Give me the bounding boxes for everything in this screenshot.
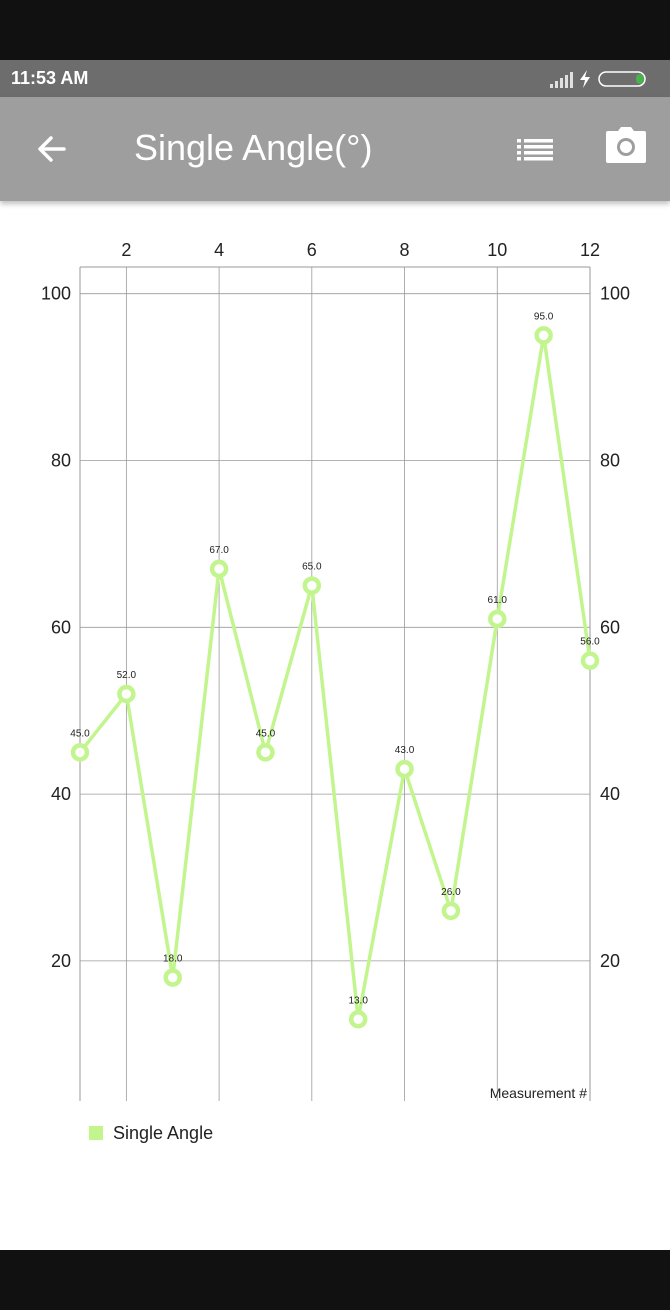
data-point [302,576,322,595]
data-label: 67.0 [209,545,229,556]
data-point [163,968,182,987]
y-tick-label-left: 60 [51,617,71,637]
y-tick-label-left: 40 [51,784,71,804]
y-tick-label-right: 60 [600,617,620,637]
x-tick-label: 2 [121,240,131,260]
list-icon[interactable] [517,137,555,161]
arrow-left-icon[interactable] [36,133,68,165]
x-tick-label: 12 [580,240,600,260]
top-system-area [0,0,670,60]
x-tick-label: 6 [307,240,317,260]
data-point [580,651,600,670]
data-label: 43.0 [395,745,415,756]
y-tick-label-left: 80 [51,450,71,470]
signal-icon [550,72,573,88]
chart-area: 2 4 6 8 10 12 100 100 80 80 60 60 40 40 20 20 Measuremen… [0,205,670,1250]
x-tick-label: 10 [487,240,507,260]
legend-swatch [89,1126,103,1140]
data-label: 56.0 [580,637,600,648]
data-label: 45.0 [70,728,90,739]
data-point [348,1010,368,1029]
data-label: 95.0 [534,311,554,322]
data-label: 26.0 [441,887,461,898]
x-tick-label: 8 [400,240,410,260]
data-point [534,326,553,345]
y-tick-label-right: 100 [600,284,630,304]
data-label: 13.0 [348,995,368,1006]
data-point [441,901,461,921]
battery-icon [598,71,646,87]
y-tick-label-right: 40 [600,784,620,804]
x-axis-title: Measurement # [490,1085,587,1101]
app-bar: Single Angle(°) [0,97,670,201]
charging-icon [580,70,590,88]
series-line [78,333,592,1022]
line-chart: 2 4 6 8 10 12 100 100 80 80 60 60 40 40 20 20 Measuremen… [41,240,630,1101]
data-label: 61.0 [488,595,508,606]
data-point [488,609,507,629]
chart-legend: Single Angle [89,1122,213,1144]
data-point [117,684,136,704]
y-tick-label-right: 20 [600,951,620,971]
data-point [70,743,90,762]
y-tick-label-left: 20 [51,951,71,971]
x-tick-label: 4 [214,240,224,260]
status-bar: 11:53 AM [0,60,670,97]
legend-label: Single Angle [113,1122,214,1143]
data-point [256,743,275,762]
data-label: 18.0 [163,954,183,965]
camera-icon[interactable] [605,127,647,165]
data-label: 65.0 [302,562,322,573]
data-label: 52.0 [117,670,137,681]
data-point [395,759,414,779]
data-point [209,559,229,579]
page-title: Single Angle(°) [134,127,373,168]
data-label: 45.0 [256,728,276,739]
status-icons [550,70,646,88]
navigation-bar [0,1250,670,1310]
y-tick-label-right: 80 [600,450,620,470]
status-time: 11:53 AM [11,68,89,88]
y-tick-label-left: 100 [41,284,71,304]
